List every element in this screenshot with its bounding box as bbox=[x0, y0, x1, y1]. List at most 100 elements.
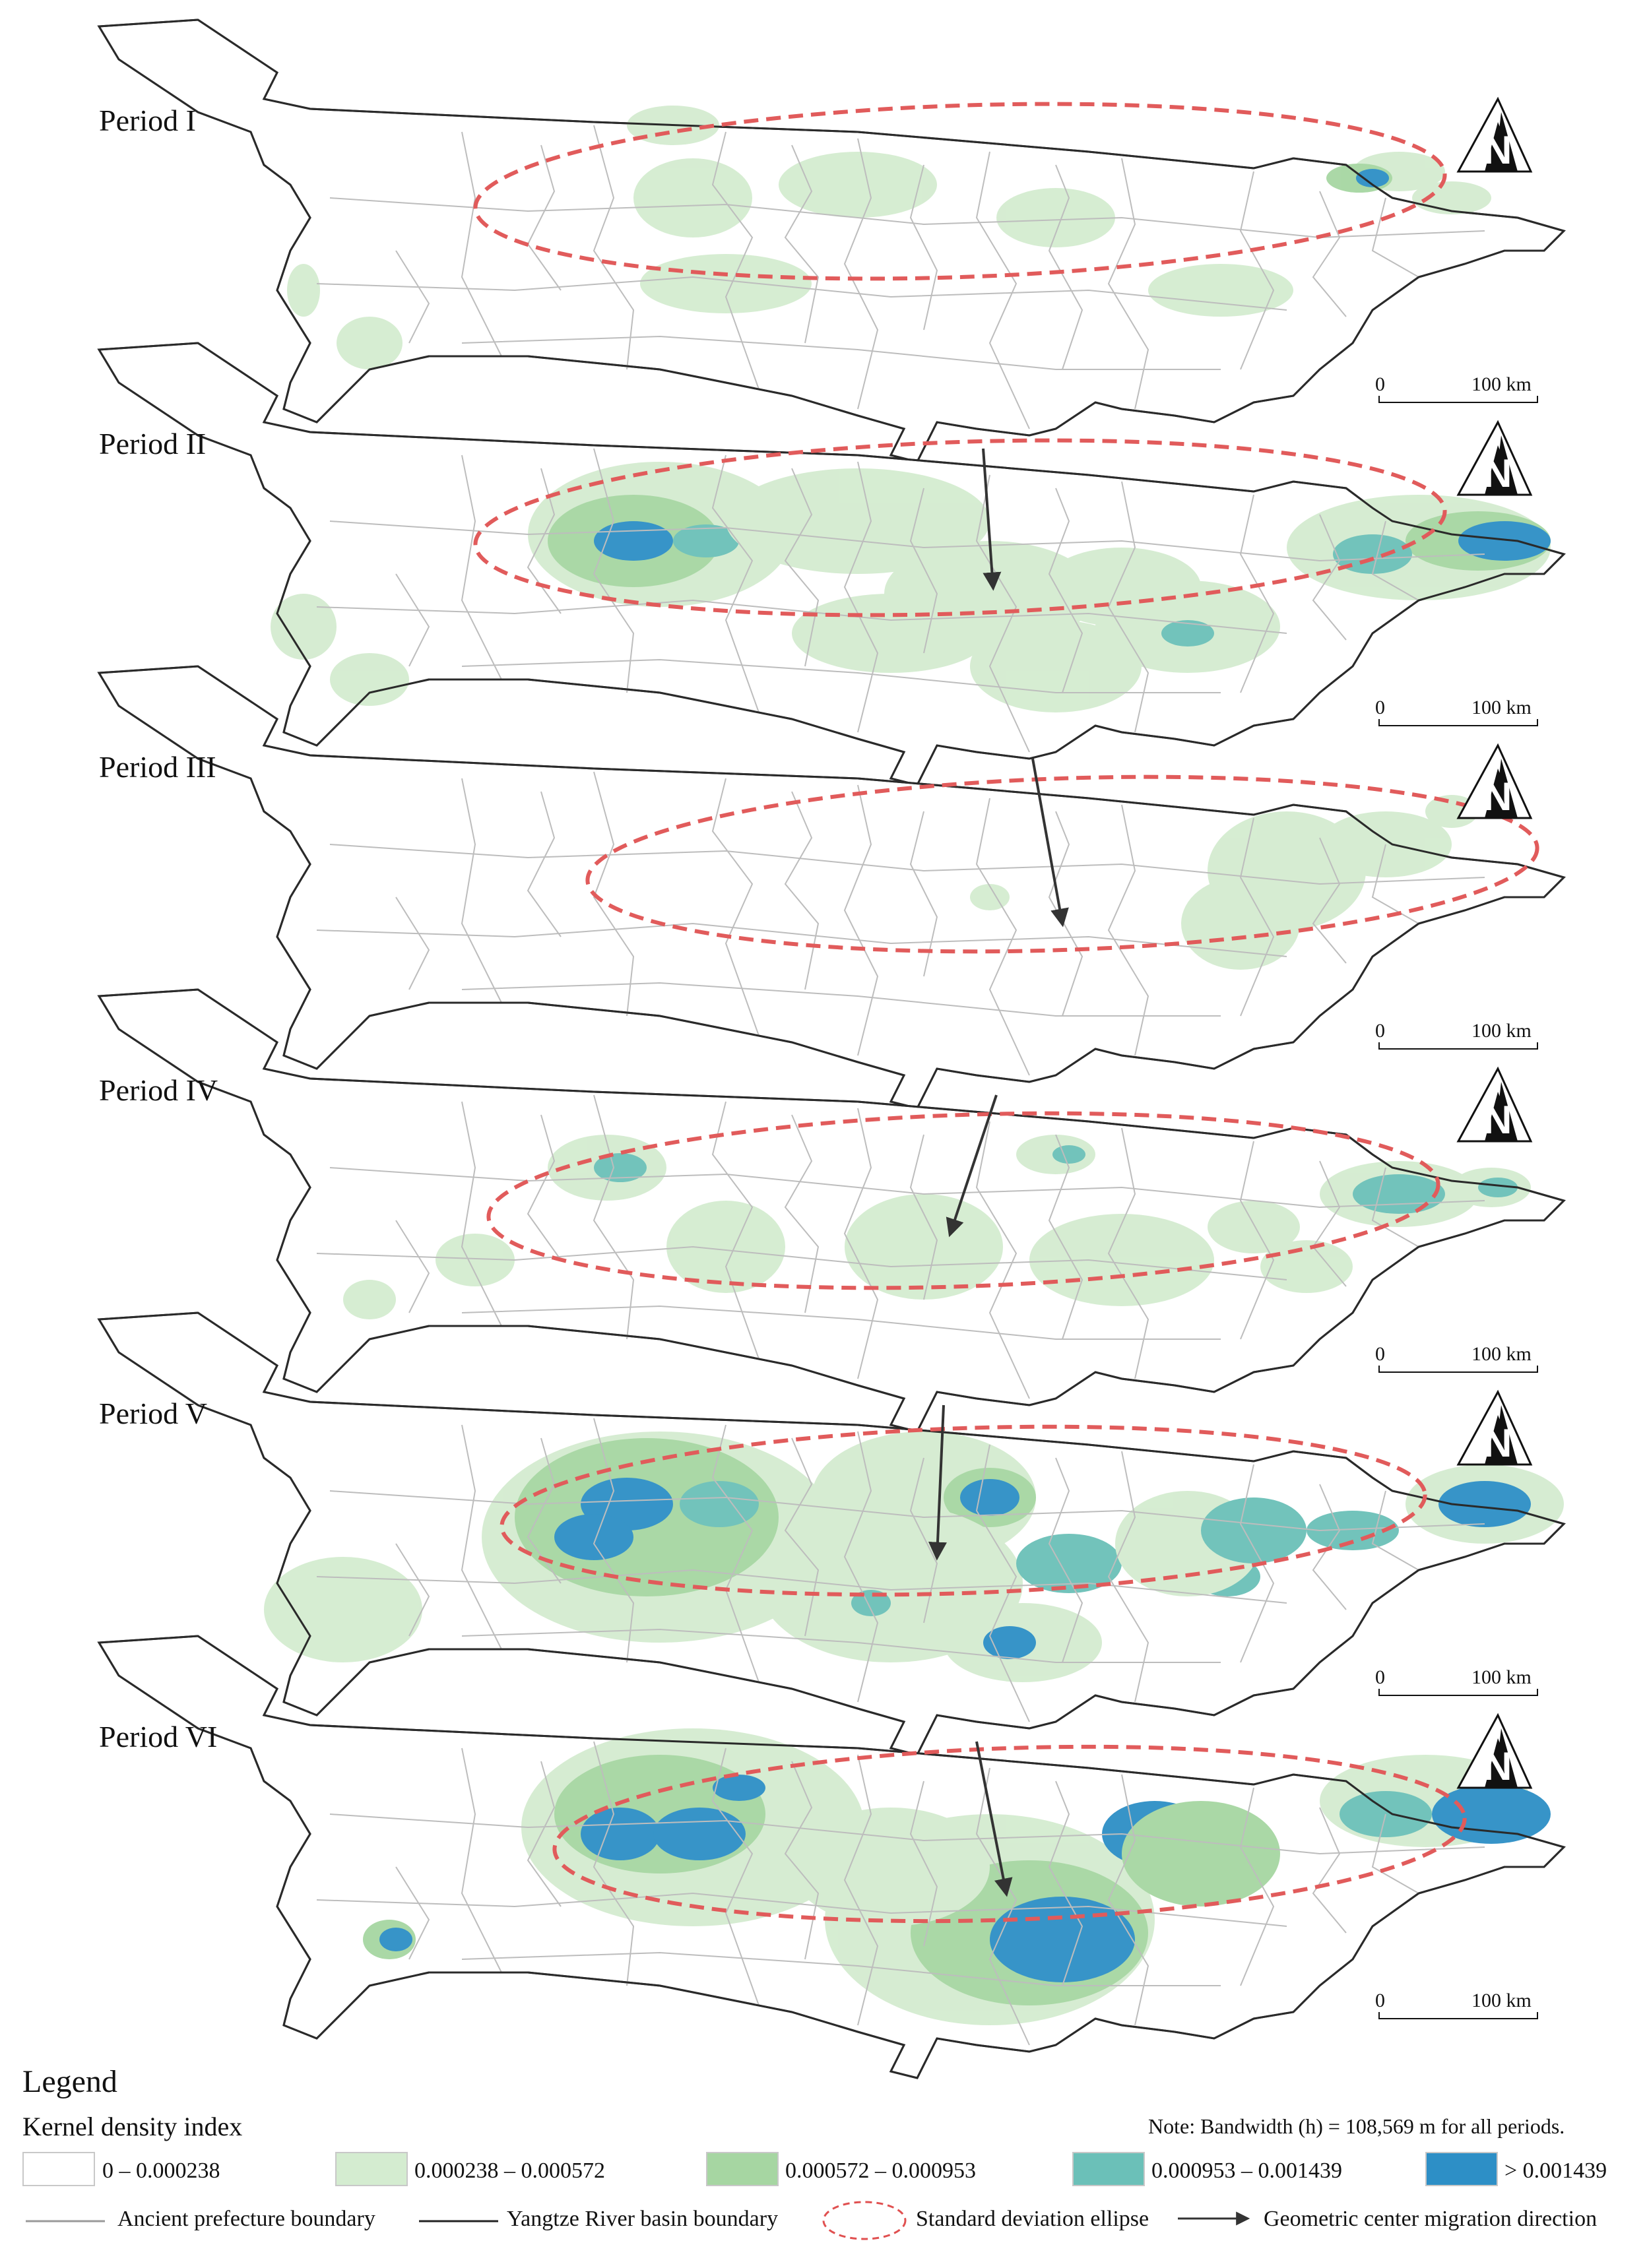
prefecture-boundary bbox=[1239, 171, 1275, 370]
prefecture-boundary bbox=[843, 1108, 879, 1379]
prefecture-boundaries bbox=[316, 448, 1485, 753]
period-label: Period VI bbox=[99, 1720, 217, 1753]
prefecture-boundary bbox=[711, 131, 759, 390]
prefecture-boundary bbox=[329, 844, 1485, 885]
density-patch bbox=[633, 158, 752, 237]
density-patch bbox=[983, 1626, 1036, 1659]
density-patch bbox=[1208, 1201, 1300, 1253]
scale-distance: 100 km bbox=[1471, 1990, 1532, 2011]
density-patch bbox=[379, 1928, 412, 1951]
density-patch bbox=[653, 1808, 746, 1860]
density-patch bbox=[1148, 264, 1293, 317]
density-patch bbox=[1412, 181, 1491, 214]
density-patch bbox=[713, 1775, 765, 1801]
basin-boundary-label: Yangtze River basin boundary bbox=[507, 2207, 779, 2231]
density-patch bbox=[1356, 169, 1389, 187]
density-surface bbox=[363, 1728, 1551, 2025]
prefecture-boundary bbox=[1371, 1490, 1419, 1571]
prefecture-boundary bbox=[784, 1114, 820, 1313]
scale-distance: 100 km bbox=[1471, 1020, 1532, 1042]
prefecture-boundary bbox=[329, 1167, 1485, 1209]
prefecture-boundary bbox=[1239, 1141, 1275, 1340]
prefecture-boundary bbox=[784, 468, 820, 667]
basin-boundary-symbol bbox=[419, 2220, 498, 2222]
density-patch bbox=[581, 1808, 660, 1860]
prefecture-boundary bbox=[461, 1628, 1221, 1663]
scale-zero: 0 bbox=[1375, 1666, 1385, 1688]
density-patch bbox=[1161, 620, 1214, 646]
legend-subtitle: Kernel density index bbox=[22, 2112, 243, 2141]
density-patch bbox=[594, 1153, 647, 1182]
prefecture-boundary bbox=[1371, 1167, 1419, 1247]
prefecture-boundary bbox=[527, 468, 562, 614]
density-patch bbox=[1307, 1511, 1399, 1550]
scale-distance: 100 km bbox=[1471, 697, 1532, 718]
prefecture-boundary bbox=[461, 778, 502, 1003]
prefecture-boundary bbox=[1371, 1813, 1419, 1894]
prefecture-boundary bbox=[1312, 514, 1347, 641]
prefecture-boundary bbox=[975, 1444, 1030, 1722]
migration-arrow bbox=[975, 1741, 1013, 1897]
prefecture-boundary bbox=[395, 897, 430, 990]
basin-outline bbox=[97, 665, 1566, 1110]
prefecture-boundary-label: Ancient prefecture boundary bbox=[117, 2207, 375, 2231]
density-patch bbox=[792, 1808, 990, 1926]
standard-deviation-ellipse bbox=[486, 1111, 1440, 1290]
prefecture-boundary bbox=[1312, 191, 1347, 317]
north-arrow-icon: N bbox=[1456, 1066, 1533, 1143]
swatch-label-class-1: 0 – 0.000238 bbox=[102, 2158, 220, 2183]
density-patch bbox=[680, 1481, 759, 1527]
prefecture-boundary bbox=[329, 520, 1485, 562]
north-letter: N bbox=[1483, 1744, 1512, 1788]
prefecture-boundary bbox=[461, 455, 502, 680]
prefecture-boundary bbox=[395, 573, 430, 667]
prefecture-boundary bbox=[461, 982, 1221, 1017]
period-label: Period III bbox=[99, 750, 216, 784]
prefecture-boundary bbox=[909, 488, 938, 654]
prefecture-boundary bbox=[527, 1761, 562, 1907]
density-patch bbox=[970, 620, 1142, 712]
north-arrow-icon: N bbox=[1456, 96, 1533, 173]
scale-zero: 0 bbox=[1375, 373, 1385, 395]
prefecture-boundary bbox=[1048, 811, 1083, 1017]
migration-arrow-label: Geometric center migration direction bbox=[1264, 2207, 1598, 2231]
prefecture-boundary bbox=[461, 335, 1221, 370]
swatch-label-class-5: > 0.001439 bbox=[1504, 2158, 1607, 2183]
swatch-class-2 bbox=[335, 2152, 408, 2186]
density-surface bbox=[343, 1135, 1531, 1319]
density-patch bbox=[343, 1280, 396, 1319]
prefecture-boundaries bbox=[316, 1741, 1485, 2046]
prefecture-boundary bbox=[784, 1761, 820, 1960]
prefecture-boundary bbox=[461, 1305, 1221, 1340]
prefecture-boundary bbox=[1312, 837, 1347, 964]
density-patch bbox=[845, 1194, 1003, 1300]
density-patch bbox=[1260, 1240, 1353, 1293]
density-patch bbox=[666, 1201, 785, 1293]
density-patch bbox=[1016, 1534, 1122, 1593]
prefecture-boundary bbox=[1239, 1464, 1275, 1663]
prefecture-boundary bbox=[316, 1892, 1287, 1927]
standard-deviation-ellipse bbox=[473, 438, 1447, 617]
basin-outline bbox=[97, 342, 1566, 786]
period-label: Period IV bbox=[99, 1073, 218, 1107]
period-panel: Period III N 0 100 km bbox=[97, 665, 1566, 1110]
prefecture-boundary bbox=[395, 250, 430, 344]
density-patch bbox=[287, 264, 320, 317]
basin-outline bbox=[97, 18, 1566, 463]
density-patch bbox=[996, 188, 1115, 247]
prefecture-boundary bbox=[395, 1220, 430, 1313]
prefecture-boundary bbox=[784, 144, 820, 344]
swatch-label-class-4: 0.000953 – 0.001439 bbox=[1151, 2158, 1342, 2183]
prefecture-boundary bbox=[593, 125, 635, 370]
prefecture-boundary bbox=[843, 461, 879, 733]
migration-arrow bbox=[1031, 758, 1069, 928]
density-patch bbox=[1432, 1784, 1551, 1844]
density-patch bbox=[554, 1514, 633, 1560]
period-panel: Period V N 0 100 km bbox=[97, 1311, 1566, 1756]
scale-zero: 0 bbox=[1375, 697, 1385, 718]
prefecture-boundary bbox=[975, 151, 1030, 429]
density-patch bbox=[1353, 1174, 1445, 1214]
north-arrow-icon: N bbox=[1456, 1389, 1533, 1466]
north-letter: N bbox=[1483, 1098, 1512, 1142]
